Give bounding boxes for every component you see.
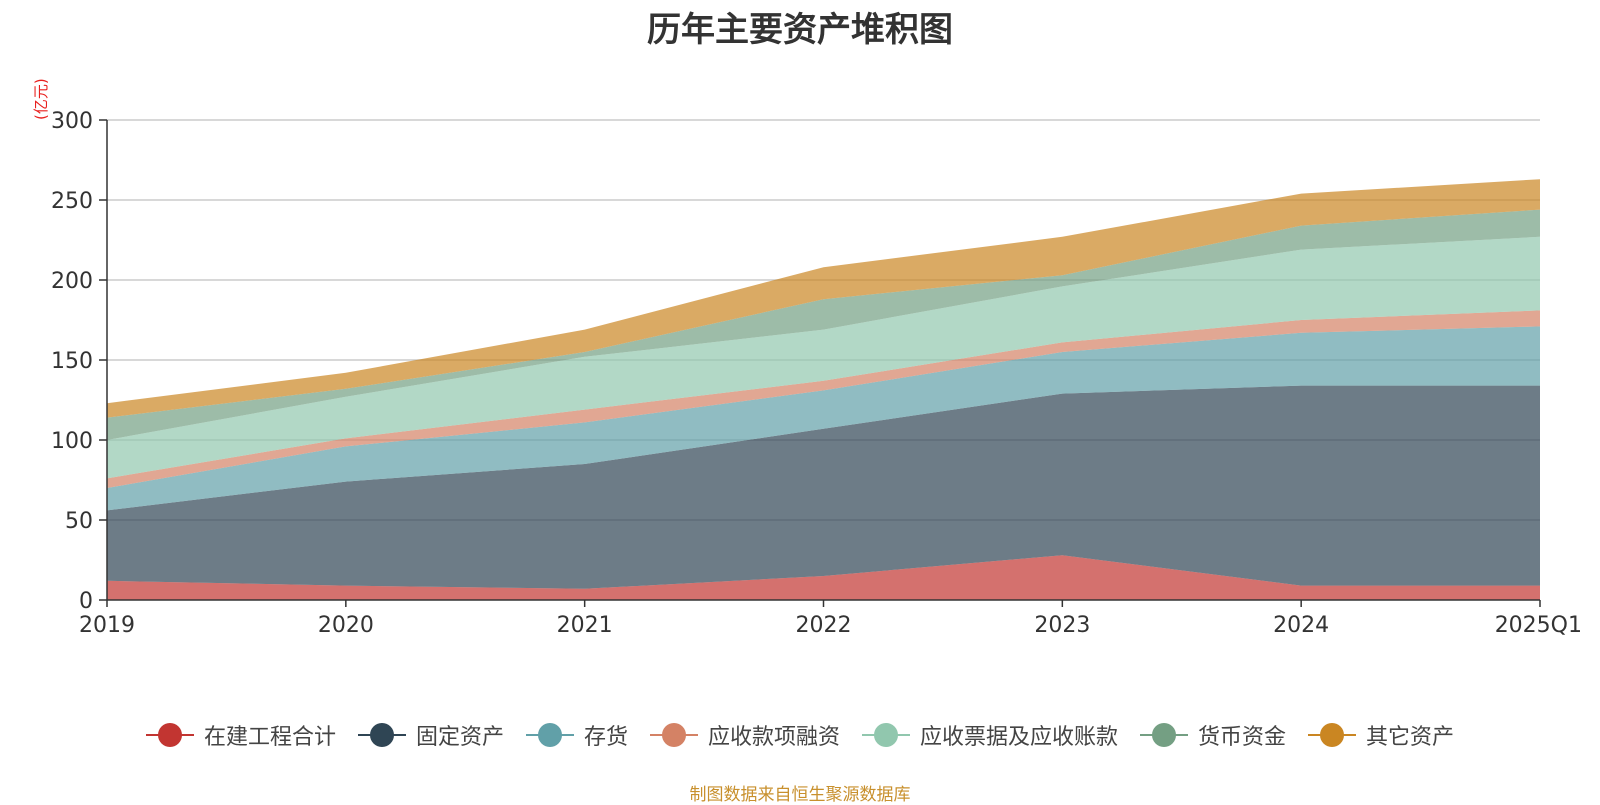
chart-title: 历年主要资产堆积图: [647, 10, 953, 50]
legend-label: 存货: [583, 725, 628, 750]
y-tick-label: 200: [51, 269, 93, 294]
area-layer: [107, 179, 1540, 600]
legend-marker-icon: [1308, 723, 1357, 747]
y-tick-label: 50: [65, 509, 93, 534]
legend-item[interactable]: 其它资产: [1308, 719, 1454, 751]
y-tick-label: 0: [79, 589, 93, 614]
x-tick-label: 2021: [557, 613, 613, 638]
legend-marker-icon: [357, 723, 406, 747]
x-tick-label: 2020: [318, 613, 374, 638]
area-固定资产: [107, 385, 1540, 589]
x-tick-label: 2025Q1: [1495, 613, 1582, 638]
y-tick-label: 150: [51, 349, 93, 374]
area-应收款项融资: [107, 310, 1540, 488]
x-tick-label: 2023: [1034, 613, 1090, 638]
y-tick-label: 300: [51, 109, 93, 134]
legend-marker-icon: [145, 723, 194, 747]
area-存货: [107, 326, 1540, 511]
legend-item[interactable]: 货币资金: [1140, 719, 1286, 751]
area-其它资产: [107, 179, 1540, 418]
legend-label: 其它资产: [1366, 725, 1455, 750]
legend-item[interactable]: 应收票据及应收账款: [862, 719, 1118, 751]
legend-label: 应收款项融资: [707, 725, 840, 750]
axis-layer: 0 50 100 150 200 250 300 2019 2020 2021 2022 2023 20…: [51, 109, 1582, 638]
legend-item[interactable]: 应收款项融资: [649, 719, 840, 751]
legend-marker-icon: [862, 723, 910, 747]
legend-label: 货币资金: [1198, 725, 1287, 750]
x-tick-label: 2022: [796, 613, 852, 638]
x-tick-label: 2024: [1273, 613, 1329, 638]
x-tick-label: 2019: [79, 613, 135, 638]
legend-marker-icon: [525, 723, 574, 747]
legend: 在建工程合计 固定资产 存货 应收款项融资 应收票据及应收账款 货币资金 其它资产: [0, 719, 1600, 751]
area-在建工程合计: [107, 555, 1540, 600]
legend-marker-icon: [649, 723, 698, 747]
area-货币资金: [107, 209, 1540, 440]
legend-item[interactable]: 存货: [525, 719, 628, 751]
y-tick-label: 250: [51, 189, 93, 214]
source-note: 制图数据来自恒生聚源数据库: [689, 785, 911, 805]
y-tick-label: 100: [51, 429, 93, 454]
area-应收票据及应收账款: [107, 236, 1540, 479]
legend-marker-icon: [1140, 723, 1189, 747]
legend-label: 固定资产: [415, 725, 504, 750]
legend-item[interactable]: 固定资产: [357, 719, 504, 751]
legend-label: 应收票据及应收账款: [920, 725, 1119, 750]
legend-item[interactable]: 在建工程合计: [145, 719, 336, 751]
legend-label: 在建工程合计: [203, 725, 336, 750]
